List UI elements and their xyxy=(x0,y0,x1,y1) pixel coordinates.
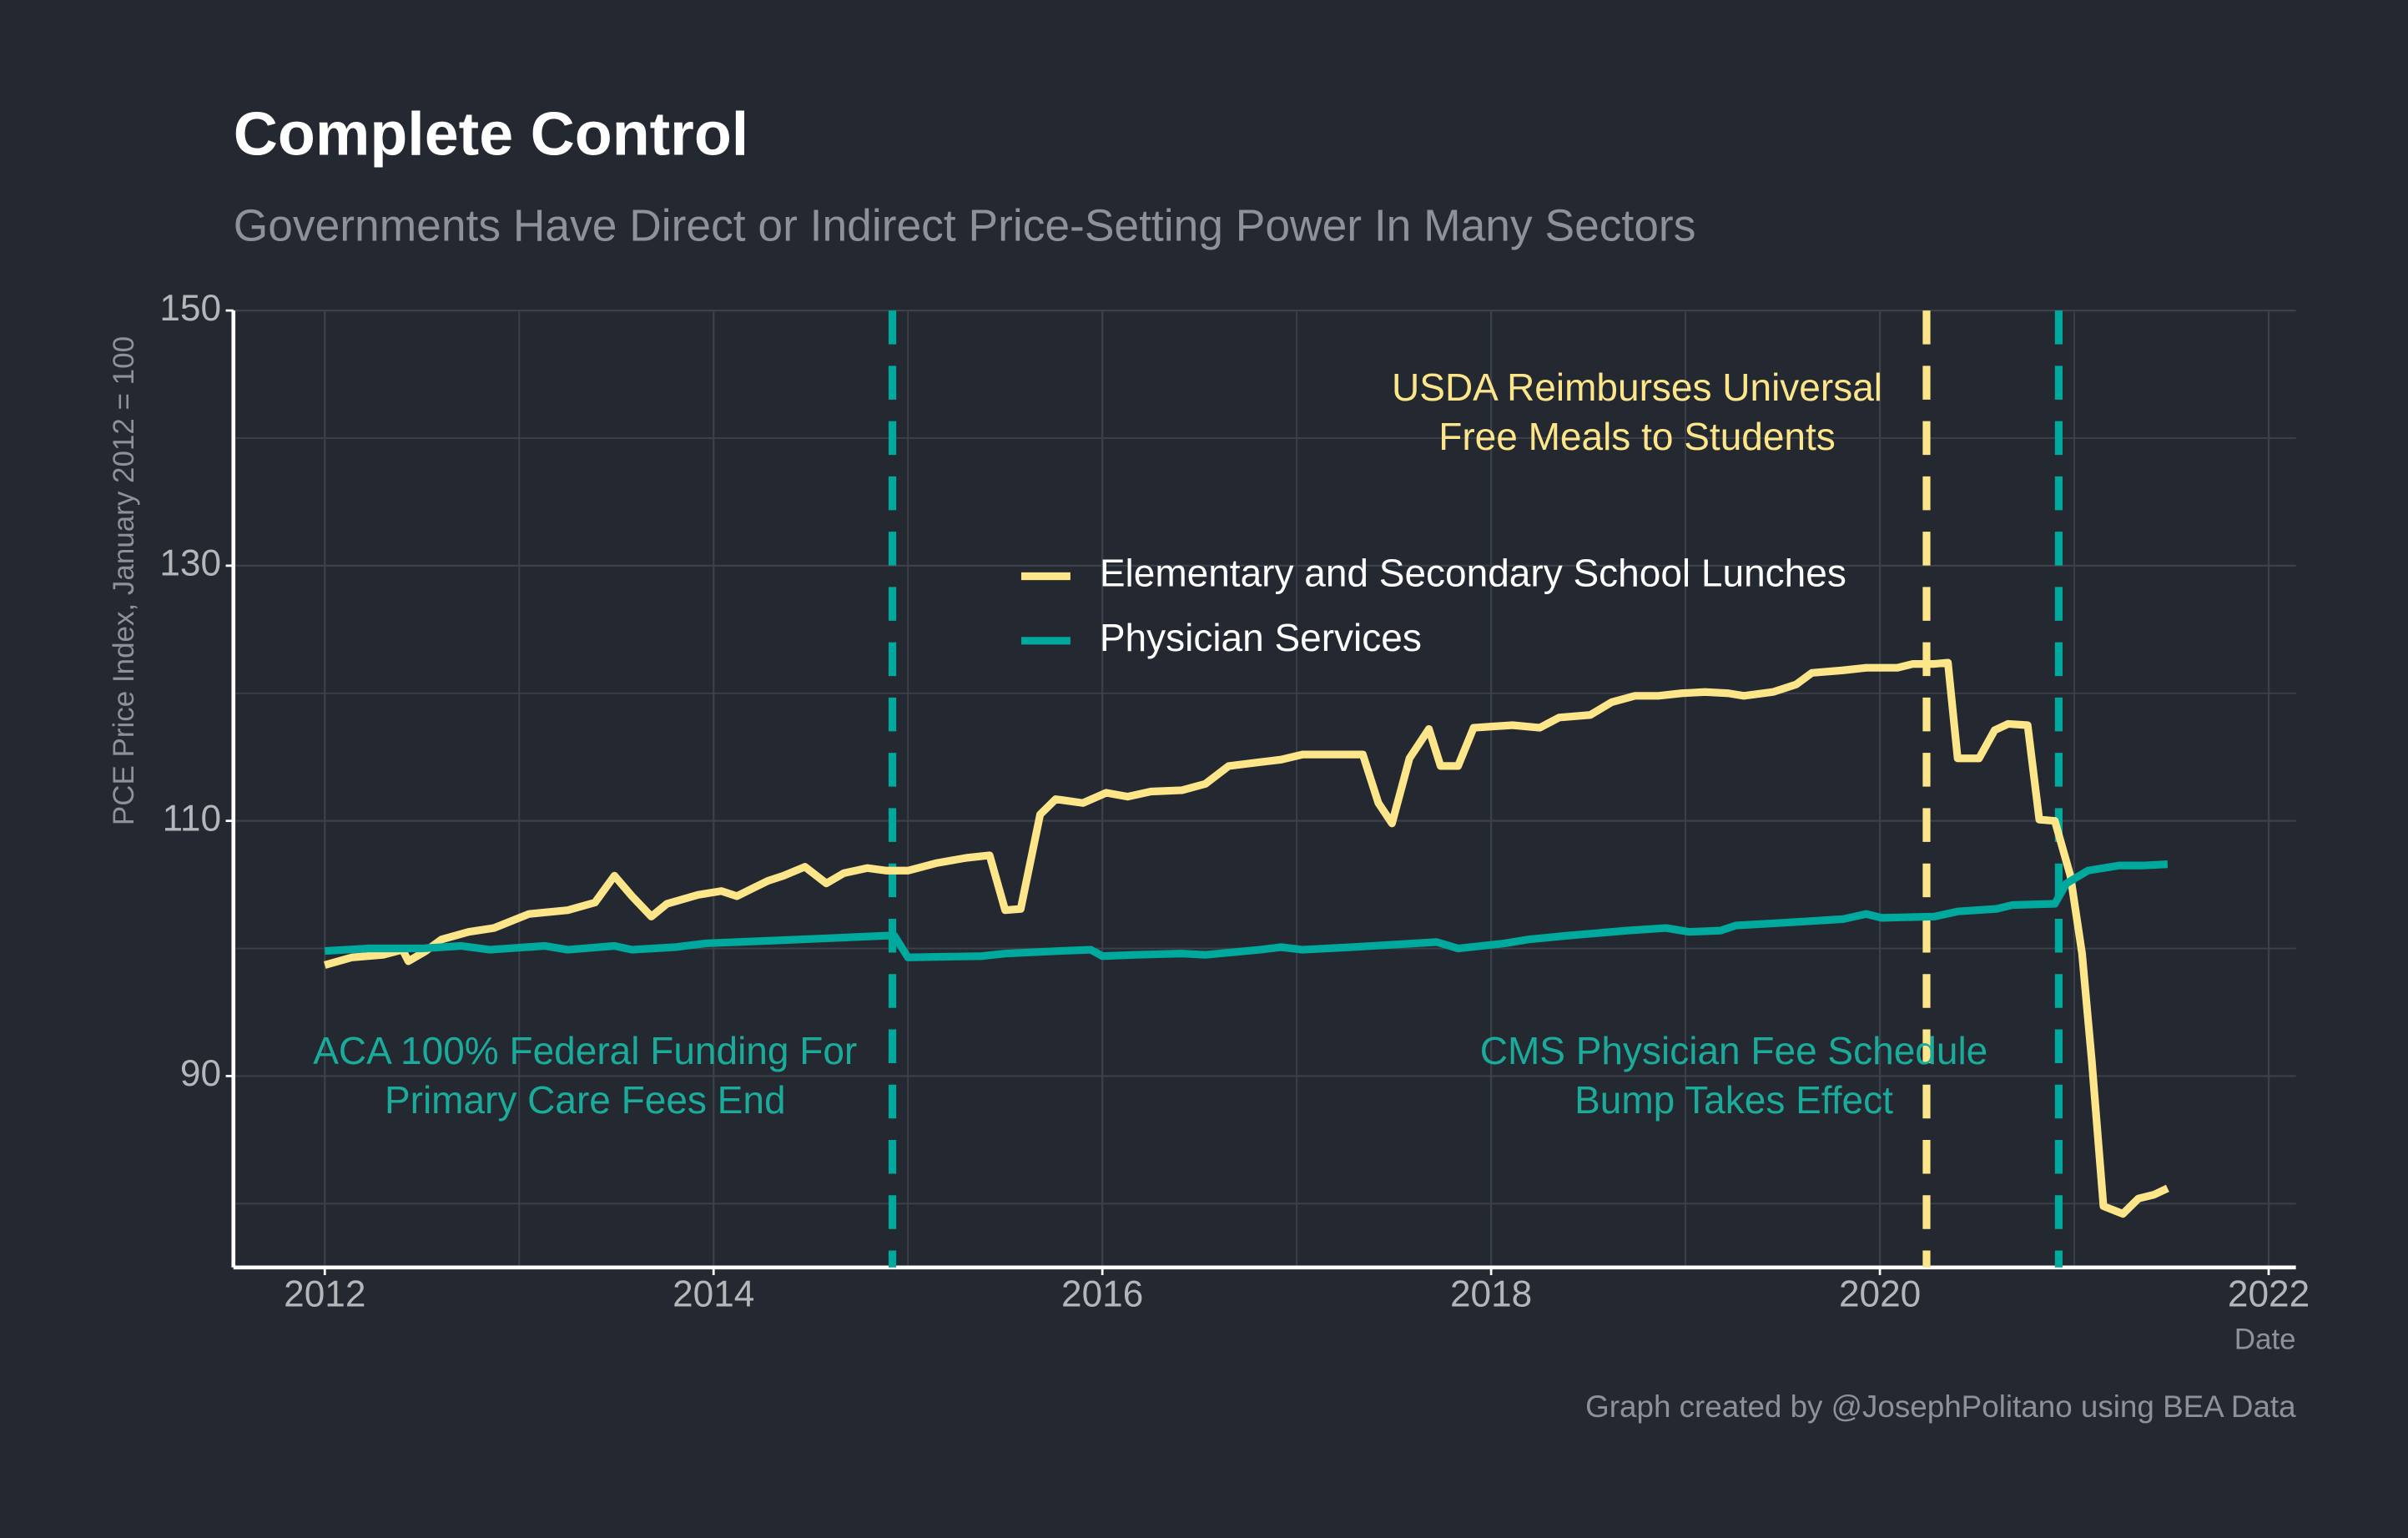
x-tick-label: 2014 xyxy=(673,1273,754,1314)
x-tick-label: 2016 xyxy=(1061,1273,1143,1314)
x-tick-label: 2020 xyxy=(1839,1273,1921,1314)
x-tick-label: 2018 xyxy=(1450,1273,1532,1314)
caption: Graph created by @JosephPolitano using B… xyxy=(1585,1389,2296,1424)
y-tick-label: 150 xyxy=(159,288,221,329)
annotation: Bump Takes Effect xyxy=(1574,1078,1893,1122)
y-axis-label: PCE Price Index, January 2012 = 100 xyxy=(108,336,140,825)
legend-label: Physician Services xyxy=(1100,616,1422,659)
y-tick-label: 90 xyxy=(180,1053,221,1094)
y-tick-label: 130 xyxy=(159,543,221,584)
chart-title: Complete Control xyxy=(234,98,749,168)
annotation: CMS Physician Fee Schedule xyxy=(1480,1029,1988,1072)
annotation: ACA 100% Federal Funding For xyxy=(313,1029,857,1072)
legend-label: Elementary and Secondary School Lunches xyxy=(1100,552,1846,595)
x-tick-label: 2012 xyxy=(284,1273,365,1314)
annotation: Free Meals to Students xyxy=(1438,415,1836,458)
y-tick-label: 110 xyxy=(163,798,221,839)
series-line xyxy=(324,860,2169,961)
x-axis-label: Date xyxy=(2234,1323,2296,1355)
x-tick-label: 2022 xyxy=(2228,1273,2310,1314)
annotation: Primary Care Fees End xyxy=(385,1078,786,1122)
chart-subtitle: Governments Have Direct or Indirect Pric… xyxy=(234,202,1696,251)
annotation: USDA Reimburses Universal xyxy=(1392,366,1882,409)
series-line xyxy=(324,658,2169,1218)
